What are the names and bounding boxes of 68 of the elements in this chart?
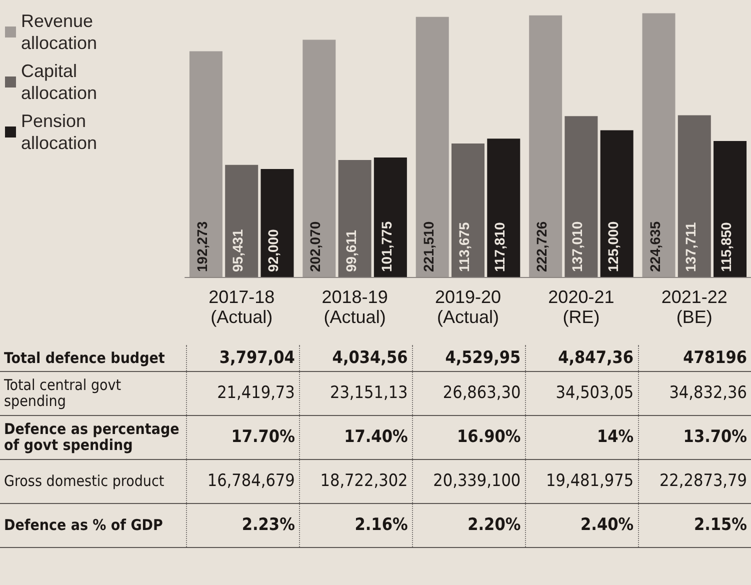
bar (487, 138, 520, 277)
text: 478196 (683, 348, 747, 368)
data-label: 137,711 (682, 222, 698, 272)
text: 2.40% (580, 515, 634, 535)
data-label: 117,810 (492, 222, 508, 272)
data-label: 95,431 (230, 228, 246, 272)
legend-label: Pension allocation (21, 111, 98, 153)
x-tick-label: 2017-18 (Actual) (208, 287, 275, 327)
data-label: 99,611 (342, 230, 359, 272)
bar (260, 168, 294, 277)
text: 2.16% (354, 515, 408, 535)
text: 16.90% (456, 427, 521, 447)
data-label: 101,775 (378, 221, 394, 272)
text: 13.70% (683, 427, 747, 447)
text: 4,847,36 (558, 348, 634, 368)
text: 4,529,95 (445, 348, 521, 368)
text: 19,481,975 (546, 471, 634, 491)
text: 17.40% (344, 427, 408, 447)
legend-label: Capital allocation (21, 61, 98, 103)
text: 26,863,30 (442, 383, 521, 403)
data-label: 125,000 (604, 221, 621, 272)
data-label: 137,010 (569, 221, 586, 272)
data-label: 222,726 (534, 221, 550, 272)
data-label: 113,675 (456, 222, 472, 272)
data-label: 115,850 (718, 222, 734, 272)
text: 22,2873,79 (659, 471, 747, 491)
text: 2.15% (694, 515, 747, 535)
text: 17.70% (231, 427, 295, 447)
category-label: Total central govt spending (4, 376, 122, 410)
text: 14% (596, 427, 634, 447)
bar (452, 144, 484, 277)
text: 21,419,73 (217, 383, 295, 403)
bar (338, 160, 372, 277)
category-label: Total defence budget (4, 348, 165, 367)
category-label: Gross domestic product (4, 472, 164, 490)
bar (678, 115, 711, 277)
bar (564, 116, 598, 277)
text: 2.20% (468, 515, 521, 535)
text: 18,722,302 (320, 471, 408, 491)
text: 2.23% (242, 515, 295, 535)
category-label: Defence as % of GDP (4, 516, 163, 534)
text: 23,151,13 (330, 383, 408, 403)
text: 34,503,05 (556, 383, 634, 403)
bar (374, 157, 407, 277)
text: 4,034,56 (332, 348, 408, 368)
data-label: 92,000 (265, 228, 282, 272)
text: 20,339,100 (433, 471, 521, 491)
bar (302, 40, 336, 277)
bar (642, 13, 676, 277)
legend-label: Revenue allocation (21, 11, 98, 53)
bar (529, 15, 562, 277)
text: 3,797,04 (219, 348, 295, 368)
x-tick-label: 2021-22 (BE) (661, 287, 728, 327)
bar (416, 16, 449, 277)
category-label: Defence as percentage of govt spending (4, 420, 180, 454)
data-label: 224,635 (646, 221, 663, 272)
data-label: 221,510 (420, 221, 436, 272)
x-tick-label: 2020-21 (RE) (548, 287, 614, 327)
data-label: 192,273 (194, 221, 210, 272)
data-label: 202,070 (307, 221, 324, 272)
bar (225, 164, 258, 277)
bar (600, 130, 634, 277)
bar (714, 140, 747, 277)
text: 16,784,679 (207, 471, 295, 491)
x-tick-label: 2019-20 (Actual) (434, 287, 502, 327)
x-tick-label: 2018-19 (Actual) (322, 287, 388, 327)
text: 34,832,36 (669, 383, 747, 403)
bar (189, 51, 222, 277)
